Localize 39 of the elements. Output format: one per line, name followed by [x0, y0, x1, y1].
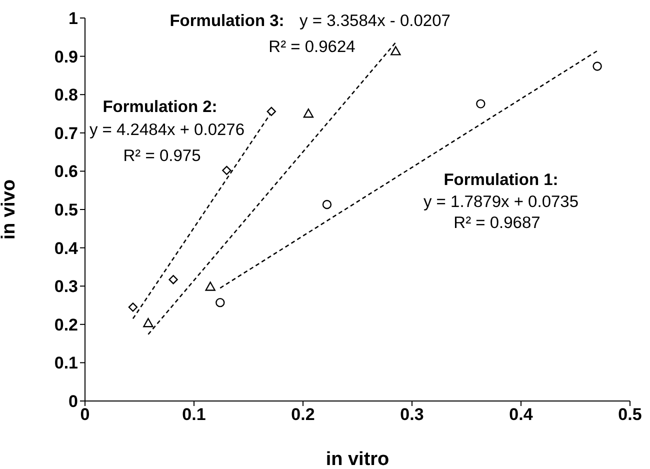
annotation: R² = 0.9687 — [454, 214, 540, 232]
y-tick-label: 0.9 — [54, 47, 78, 66]
x-tick-label: 0.5 — [618, 405, 642, 424]
annotation: Formulation 3: — [170, 12, 284, 30]
annotation: Formulation 2: — [102, 98, 218, 116]
y-tick-label: 0 — [68, 392, 78, 412]
point — [128, 302, 138, 312]
y-tick-label: 0.1 — [54, 354, 78, 373]
point — [592, 62, 602, 71]
annotation: y = 4.2484x + 0.0276 — [89, 121, 245, 139]
y-tick-label: 0.2 — [54, 315, 78, 334]
x-tick-label: 0.4 — [509, 405, 534, 424]
x-tick-label: 0.1 — [182, 405, 206, 424]
y-tick-label: 0.7 — [54, 124, 78, 143]
annotation: R² = 0.975 — [123, 147, 201, 165]
point — [303, 108, 314, 118]
y-tick-label: 0.8 — [54, 86, 78, 105]
x-tick-label: 0.2 — [291, 405, 315, 424]
point — [476, 99, 486, 108]
annotation: y = 3.3584x - 0.0207 — [300, 12, 450, 30]
annotation: y = 1.7879x + 0.0735 — [423, 193, 579, 211]
y-tick-label: 0.6 — [54, 162, 78, 182]
point — [168, 274, 178, 284]
annotation: R² = 0.9624 — [268, 38, 356, 56]
point — [322, 200, 332, 210]
y-tick-label: 0.3 — [54, 277, 78, 296]
point — [216, 298, 225, 308]
y-tick-label: 1 — [68, 9, 78, 28]
point — [266, 106, 276, 116]
y-tick-label: 0.5 — [54, 200, 78, 220]
point — [222, 166, 232, 176]
point — [205, 282, 216, 291]
y-axis-title: in vivo — [0, 179, 20, 240]
y-tick-label: 0.4 — [54, 238, 79, 258]
x-tick-label: 0.3 — [400, 405, 424, 424]
point — [143, 318, 154, 328]
point — [390, 46, 401, 56]
annotation: Formulation 1: — [444, 171, 558, 189]
x-axis-title: in vitro — [326, 449, 390, 469]
